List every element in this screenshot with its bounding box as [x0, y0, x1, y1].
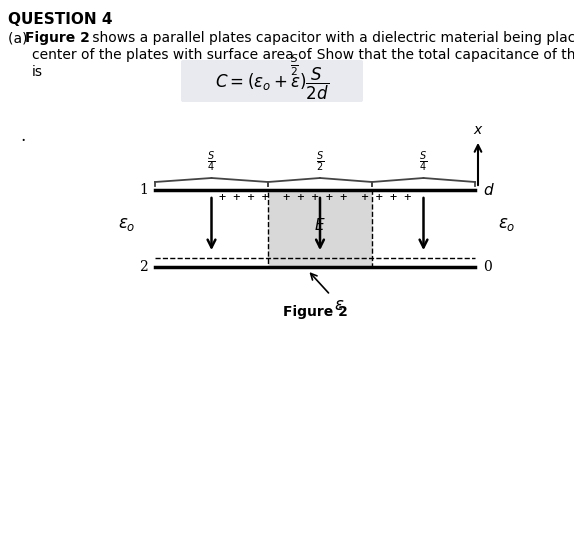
Text: $\varepsilon_o$: $\varepsilon_o$: [498, 216, 516, 233]
Text: $x$: $x$: [472, 123, 483, 137]
Text: (a): (a): [8, 31, 32, 45]
Text: 1: 1: [139, 183, 148, 197]
FancyBboxPatch shape: [181, 60, 363, 102]
Text: QUESTION 4: QUESTION 4: [8, 12, 113, 27]
Bar: [268, 190, 372, 267]
Text: .: .: [20, 128, 25, 145]
Text: $\frac{S}{4}$: $\frac{S}{4}$: [207, 150, 216, 174]
Text: $d$: $d$: [483, 182, 495, 198]
Text: $\varepsilon_o$: $\varepsilon_o$: [118, 216, 136, 233]
Text: + + + +  + + + + +  + + + +: + + + + + + + + + + + + +: [219, 191, 411, 204]
Text: 2: 2: [139, 260, 148, 274]
Text: is: is: [32, 65, 43, 79]
Text: shows a parallel plates capacitor with a dielectric material being placed at the: shows a parallel plates capacitor with a…: [88, 31, 574, 45]
Text: Figure 2: Figure 2: [282, 305, 347, 319]
Text: $\frac{S}{4}$: $\frac{S}{4}$: [420, 150, 428, 174]
Text: $E$: $E$: [314, 217, 326, 232]
Text: center of the plates with surface area of: center of the plates with surface area o…: [32, 48, 312, 62]
Text: . Show that the total capacitance of this capacitor: . Show that the total capacitance of thi…: [308, 48, 574, 62]
Text: $\varepsilon$: $\varepsilon$: [335, 297, 345, 314]
Text: 0: 0: [483, 260, 492, 274]
Text: $\frac{S}{2}$: $\frac{S}{2}$: [316, 150, 324, 174]
Text: Figure 2: Figure 2: [25, 31, 90, 45]
Text: $\frac{S}{2}$: $\frac{S}{2}$: [290, 52, 299, 78]
Text: $C = (\varepsilon_o + \varepsilon)\dfrac{S}{2d}$: $C = (\varepsilon_o + \varepsilon)\dfrac…: [215, 66, 329, 102]
